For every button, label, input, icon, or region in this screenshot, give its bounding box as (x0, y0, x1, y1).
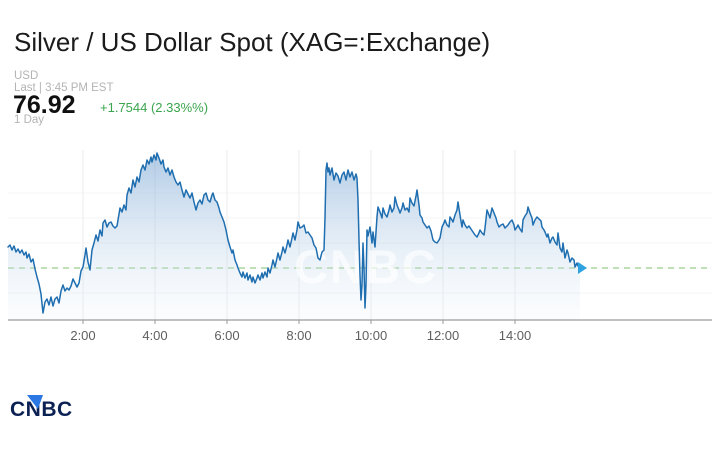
x-axis-tick-label: 10:00 (355, 328, 388, 343)
x-axis-tick-label: 12:00 (427, 328, 460, 343)
last-price-marker-icon (578, 262, 587, 274)
price-line (7, 152, 581, 314)
cnbc-logo-text: CNBC (10, 398, 73, 421)
page-title: Silver / US Dollar Spot (XAG=:Exchange) (14, 27, 491, 57)
range-label: 1 Day (14, 114, 45, 126)
area-fill (8, 153, 580, 319)
x-axis-tick-label: 14:00 (499, 328, 532, 343)
last-price: 76.92 (13, 91, 76, 119)
price-change: +1.7544 (2.33%%) (100, 100, 209, 115)
cnbc-logo: CNBC (10, 395, 90, 424)
x-axis-tick-label: 6:00 (214, 328, 239, 343)
currency-label: USD (14, 70, 39, 82)
x-axis-tick-label: 2:00 (70, 328, 95, 343)
x-axis-tick-label: 8:00 (286, 328, 311, 343)
last-timestamp: Last | 3:45 PM EST (14, 82, 114, 94)
x-axis-tick-label: 4:00 (142, 328, 167, 343)
